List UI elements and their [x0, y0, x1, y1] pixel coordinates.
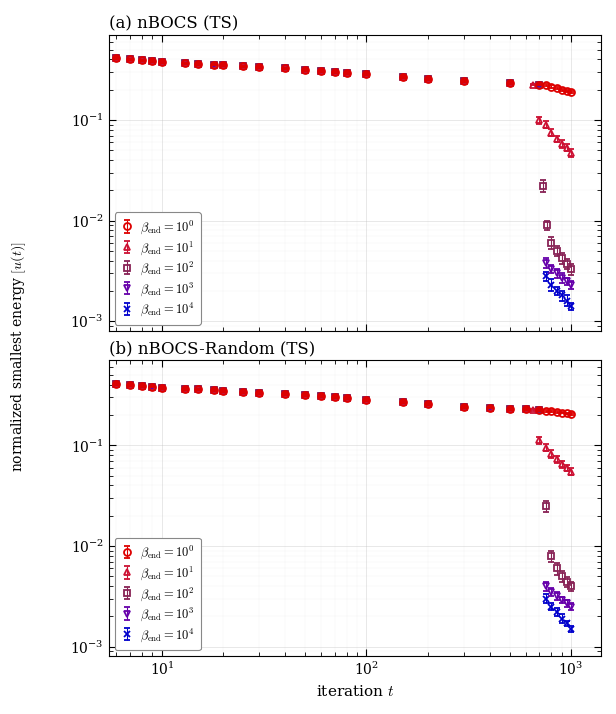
Text: (a) nBOCS (TS): (a) nBOCS (TS) — [109, 15, 238, 32]
Legend: $\beta_{\mathrm{end}} = 10^0$, $\beta_{\mathrm{end}} = 10^1$, $\beta_{\mathrm{en: $\beta_{\mathrm{end}} = 10^0$, $\beta_{\… — [115, 212, 201, 325]
Text: (b) nBOCS-Random (TS): (b) nBOCS-Random (TS) — [109, 341, 315, 358]
Legend: $\beta_{\mathrm{end}} = 10^0$, $\beta_{\mathrm{end}} = 10^1$, $\beta_{\mathrm{en: $\beta_{\mathrm{end}} = 10^0$, $\beta_{\… — [115, 538, 201, 650]
X-axis label: iteration $t$: iteration $t$ — [315, 684, 394, 699]
Text: normalized smallest energy $[u(t)]$: normalized smallest energy $[u(t)]$ — [9, 242, 28, 472]
